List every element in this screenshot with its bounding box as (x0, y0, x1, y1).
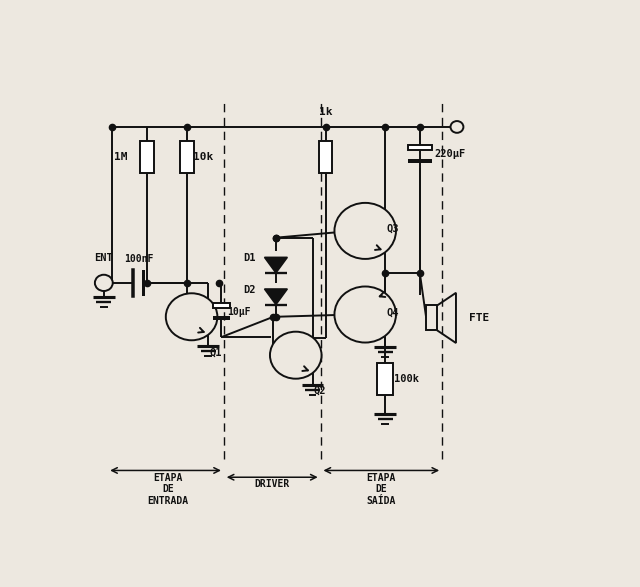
Circle shape (166, 294, 218, 340)
Polygon shape (264, 289, 287, 305)
Text: Q2: Q2 (314, 386, 326, 396)
Text: 10µF: 10µF (227, 307, 251, 317)
Circle shape (335, 286, 396, 343)
Text: FTE: FTE (469, 313, 490, 323)
Bar (212, 303, 230, 308)
Bar (180, 141, 193, 173)
Bar (408, 158, 431, 163)
Text: ETAPA
DE
SAÍDA: ETAPA DE SAÍDA (367, 473, 396, 506)
Circle shape (451, 121, 463, 133)
Text: 1M: 1M (114, 152, 127, 162)
Text: 10k: 10k (193, 152, 213, 162)
Text: 220µF: 220µF (435, 149, 466, 159)
Bar (408, 145, 431, 150)
Bar (377, 363, 393, 394)
Polygon shape (264, 257, 287, 273)
Text: 100nF: 100nF (124, 254, 153, 264)
Bar (426, 305, 437, 330)
Bar (319, 141, 332, 173)
Text: ETAPA
DE
ENTRADA: ETAPA DE ENTRADA (147, 473, 189, 506)
Circle shape (335, 203, 396, 259)
Text: D1: D1 (244, 253, 256, 263)
Bar (141, 270, 145, 295)
Text: Q4: Q4 (387, 307, 399, 317)
Bar (140, 141, 154, 173)
Circle shape (270, 332, 321, 379)
Text: D2: D2 (244, 285, 256, 295)
Text: 1k: 1k (319, 107, 332, 117)
Text: DRIVER: DRIVER (255, 480, 290, 490)
Text: Q3: Q3 (387, 224, 399, 234)
Bar (212, 316, 230, 321)
Text: Q1: Q1 (210, 348, 222, 357)
Text: 100k: 100k (394, 374, 419, 384)
Text: ENT: ENT (95, 254, 113, 264)
Circle shape (95, 275, 113, 291)
